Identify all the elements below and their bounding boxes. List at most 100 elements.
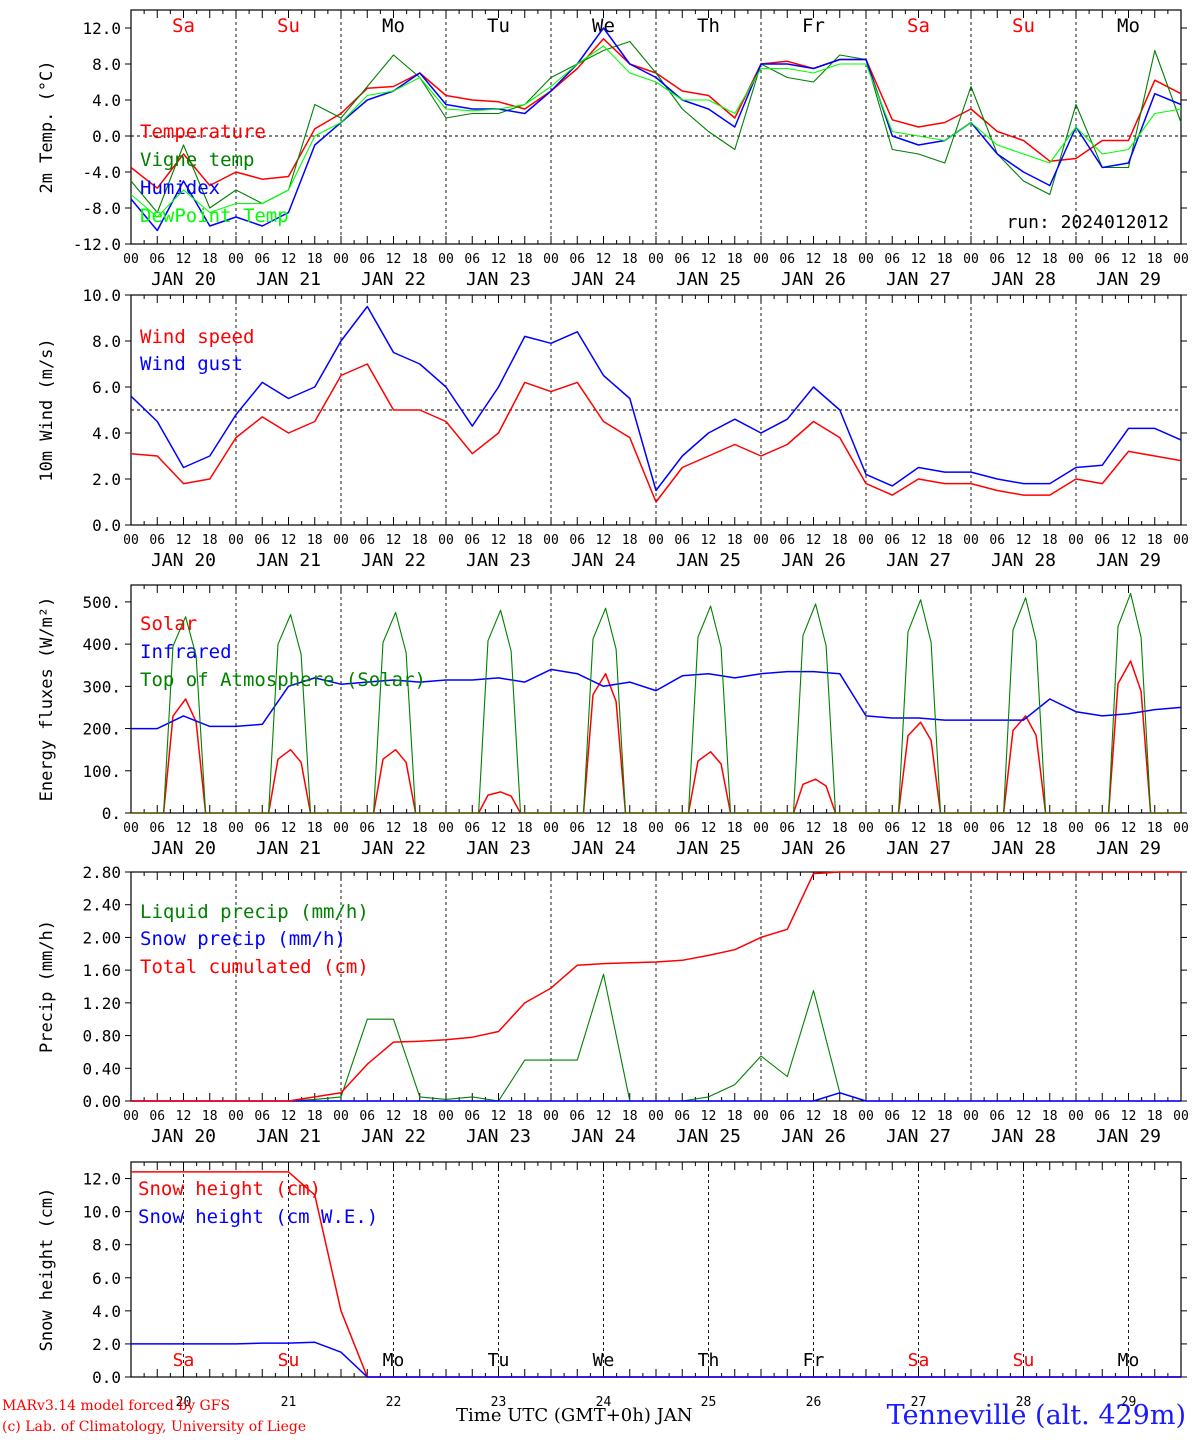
hour-tick-label: 12: [701, 1109, 717, 1124]
panel-5: 0.0 2.0 4.0 6.0 8.0 10.0 12.0 Snow height (cm) 2…: [37, 1161, 1187, 1410]
hour-tick-label: 12: [491, 533, 507, 548]
hour-tick-label: 06: [254, 821, 270, 836]
hour-tick-label: 06: [149, 821, 165, 836]
hour-tick-label: 18: [1042, 821, 1058, 836]
hour-tick-label: 18: [937, 821, 953, 836]
panel-4: 0.00 0.40 0.80 1.20 1.60 2.00 2.40 2.80 Precip (…: [37, 863, 1189, 1147]
hour-tick-label: 12: [491, 1109, 507, 1124]
hour-tick-label: 06: [674, 821, 690, 836]
day-label: JAN 27: [886, 550, 951, 571]
hour-tick-label: 18: [517, 821, 533, 836]
hour-tick-label: 12: [386, 1109, 402, 1124]
hour-tick-label: 06: [569, 1109, 585, 1124]
day-label: JAN 23: [466, 838, 531, 859]
hour-tick-label: 12: [386, 821, 402, 836]
weekday-label: Tu: [488, 1350, 510, 1371]
hour-tick-label: 18: [307, 252, 323, 267]
day-label: JAN 28: [991, 269, 1056, 290]
hour-tick-label: 18: [622, 1109, 638, 1124]
day-label: JAN 21: [256, 1126, 321, 1147]
day-label: JAN 28: [991, 550, 1056, 571]
hour-tick-label: 12: [596, 1109, 612, 1124]
hour-tick-label: 18: [727, 252, 743, 267]
hour-tick-label: 00: [858, 533, 874, 548]
day-label: JAN 23: [466, 550, 531, 571]
hour-tick-label: 18: [727, 533, 743, 548]
legend-entry: Liquid precip (mm/h): [140, 901, 369, 923]
hour-tick-label: 00: [123, 252, 139, 267]
hour-tick-label: 00: [1068, 821, 1084, 836]
hour-tick-label: 06: [989, 533, 1005, 548]
weekday-label: Su: [1012, 15, 1035, 37]
day-label: JAN 26: [781, 269, 846, 290]
hour-tick-label: 06: [464, 252, 480, 267]
day-label: JAN 20: [151, 838, 216, 859]
hour-tick-label: 18: [1147, 1109, 1163, 1124]
hour-tick-label: 12: [281, 252, 297, 267]
hour-tick-label: 18: [622, 821, 638, 836]
y-tick-label: 0.00: [82, 1092, 121, 1111]
hour-tick-label: 12: [1016, 821, 1032, 836]
hour-tick-label: 06: [254, 1109, 270, 1124]
series-line: [131, 1171, 1181, 1378]
hour-tick-label: 12: [911, 1109, 927, 1124]
hour-tick-label: 12: [1121, 533, 1137, 548]
day-label: JAN 26: [781, 1126, 846, 1147]
hour-tick-label: 12: [806, 252, 822, 267]
hour-tick-label: 18: [937, 533, 953, 548]
day-label: JAN 21: [256, 550, 321, 571]
weekday-label: Sa: [172, 15, 195, 37]
hour-tick-label: 12: [281, 821, 297, 836]
hour-tick-label: 18: [412, 1109, 428, 1124]
hour-tick-label: 00: [858, 821, 874, 836]
legend-entry: Total cumulated (cm): [140, 956, 369, 978]
hour-tick-label: 00: [438, 1109, 454, 1124]
y-tick-label: 2.80: [82, 863, 121, 882]
y-tick-label: 4.0: [92, 1302, 121, 1321]
y-tick-label: 1.20: [82, 994, 121, 1013]
y-tick-label: 0.0: [92, 1368, 121, 1387]
y-tick-label: 10.0: [82, 1203, 121, 1222]
hour-tick-label: 18: [832, 821, 848, 836]
hour-tick-label: 12: [1016, 252, 1032, 267]
day-number-label: 24: [596, 1395, 612, 1410]
legend-entry: Humidex: [140, 177, 220, 199]
hour-tick-label: 06: [1094, 533, 1110, 548]
legend-entry: Wind speed: [140, 326, 254, 348]
hour-tick-label: 18: [937, 1109, 953, 1124]
legend-entry: Vigne temp: [140, 149, 254, 171]
hour-tick-label: 00: [963, 252, 979, 267]
panel-2: 0.0 2.0 4.0 6.0 8.0 10.0 10m Wind (m/s) 00 06 12 1…: [37, 286, 1189, 571]
hour-tick-label: 00: [228, 252, 244, 267]
day-label: JAN 22: [361, 550, 426, 571]
hour-tick-label: 12: [491, 821, 507, 836]
hour-tick-label: 00: [1173, 1109, 1189, 1124]
y-tick-label: 2.00: [82, 928, 121, 947]
hour-tick-label: 12: [1121, 821, 1137, 836]
y-tick-label: 8.0: [92, 1236, 121, 1255]
hour-tick-label: 00: [858, 1109, 874, 1124]
y-tick-label: 4.0: [92, 91, 121, 110]
day-label: JAN 25: [676, 550, 741, 571]
hour-tick-label: 18: [517, 533, 533, 548]
y-tick-label: -8.0: [82, 199, 121, 218]
hour-tick-label: 00: [753, 252, 769, 267]
y-tick-label: 8.0: [92, 332, 121, 351]
weekday-label: Mo: [1118, 1350, 1140, 1371]
hour-tick-label: 06: [884, 1109, 900, 1124]
y-tick-label: 300.: [82, 677, 121, 696]
day-label: JAN 22: [361, 838, 426, 859]
day-number-label: 22: [386, 1395, 402, 1410]
hour-tick-label: 00: [963, 821, 979, 836]
legend-entry: Top of Atmosphere (Solar): [140, 669, 426, 691]
hour-tick-label: 06: [569, 821, 585, 836]
day-label: JAN 27: [886, 269, 951, 290]
hour-tick-label: 00: [858, 252, 874, 267]
day-label: JAN 27: [886, 838, 951, 859]
hour-tick-label: 06: [884, 252, 900, 267]
hour-tick-label: 12: [176, 252, 192, 267]
day-label: JAN 20: [151, 550, 216, 571]
hour-tick-label: 18: [727, 821, 743, 836]
y-tick-label: 500.: [82, 593, 121, 612]
